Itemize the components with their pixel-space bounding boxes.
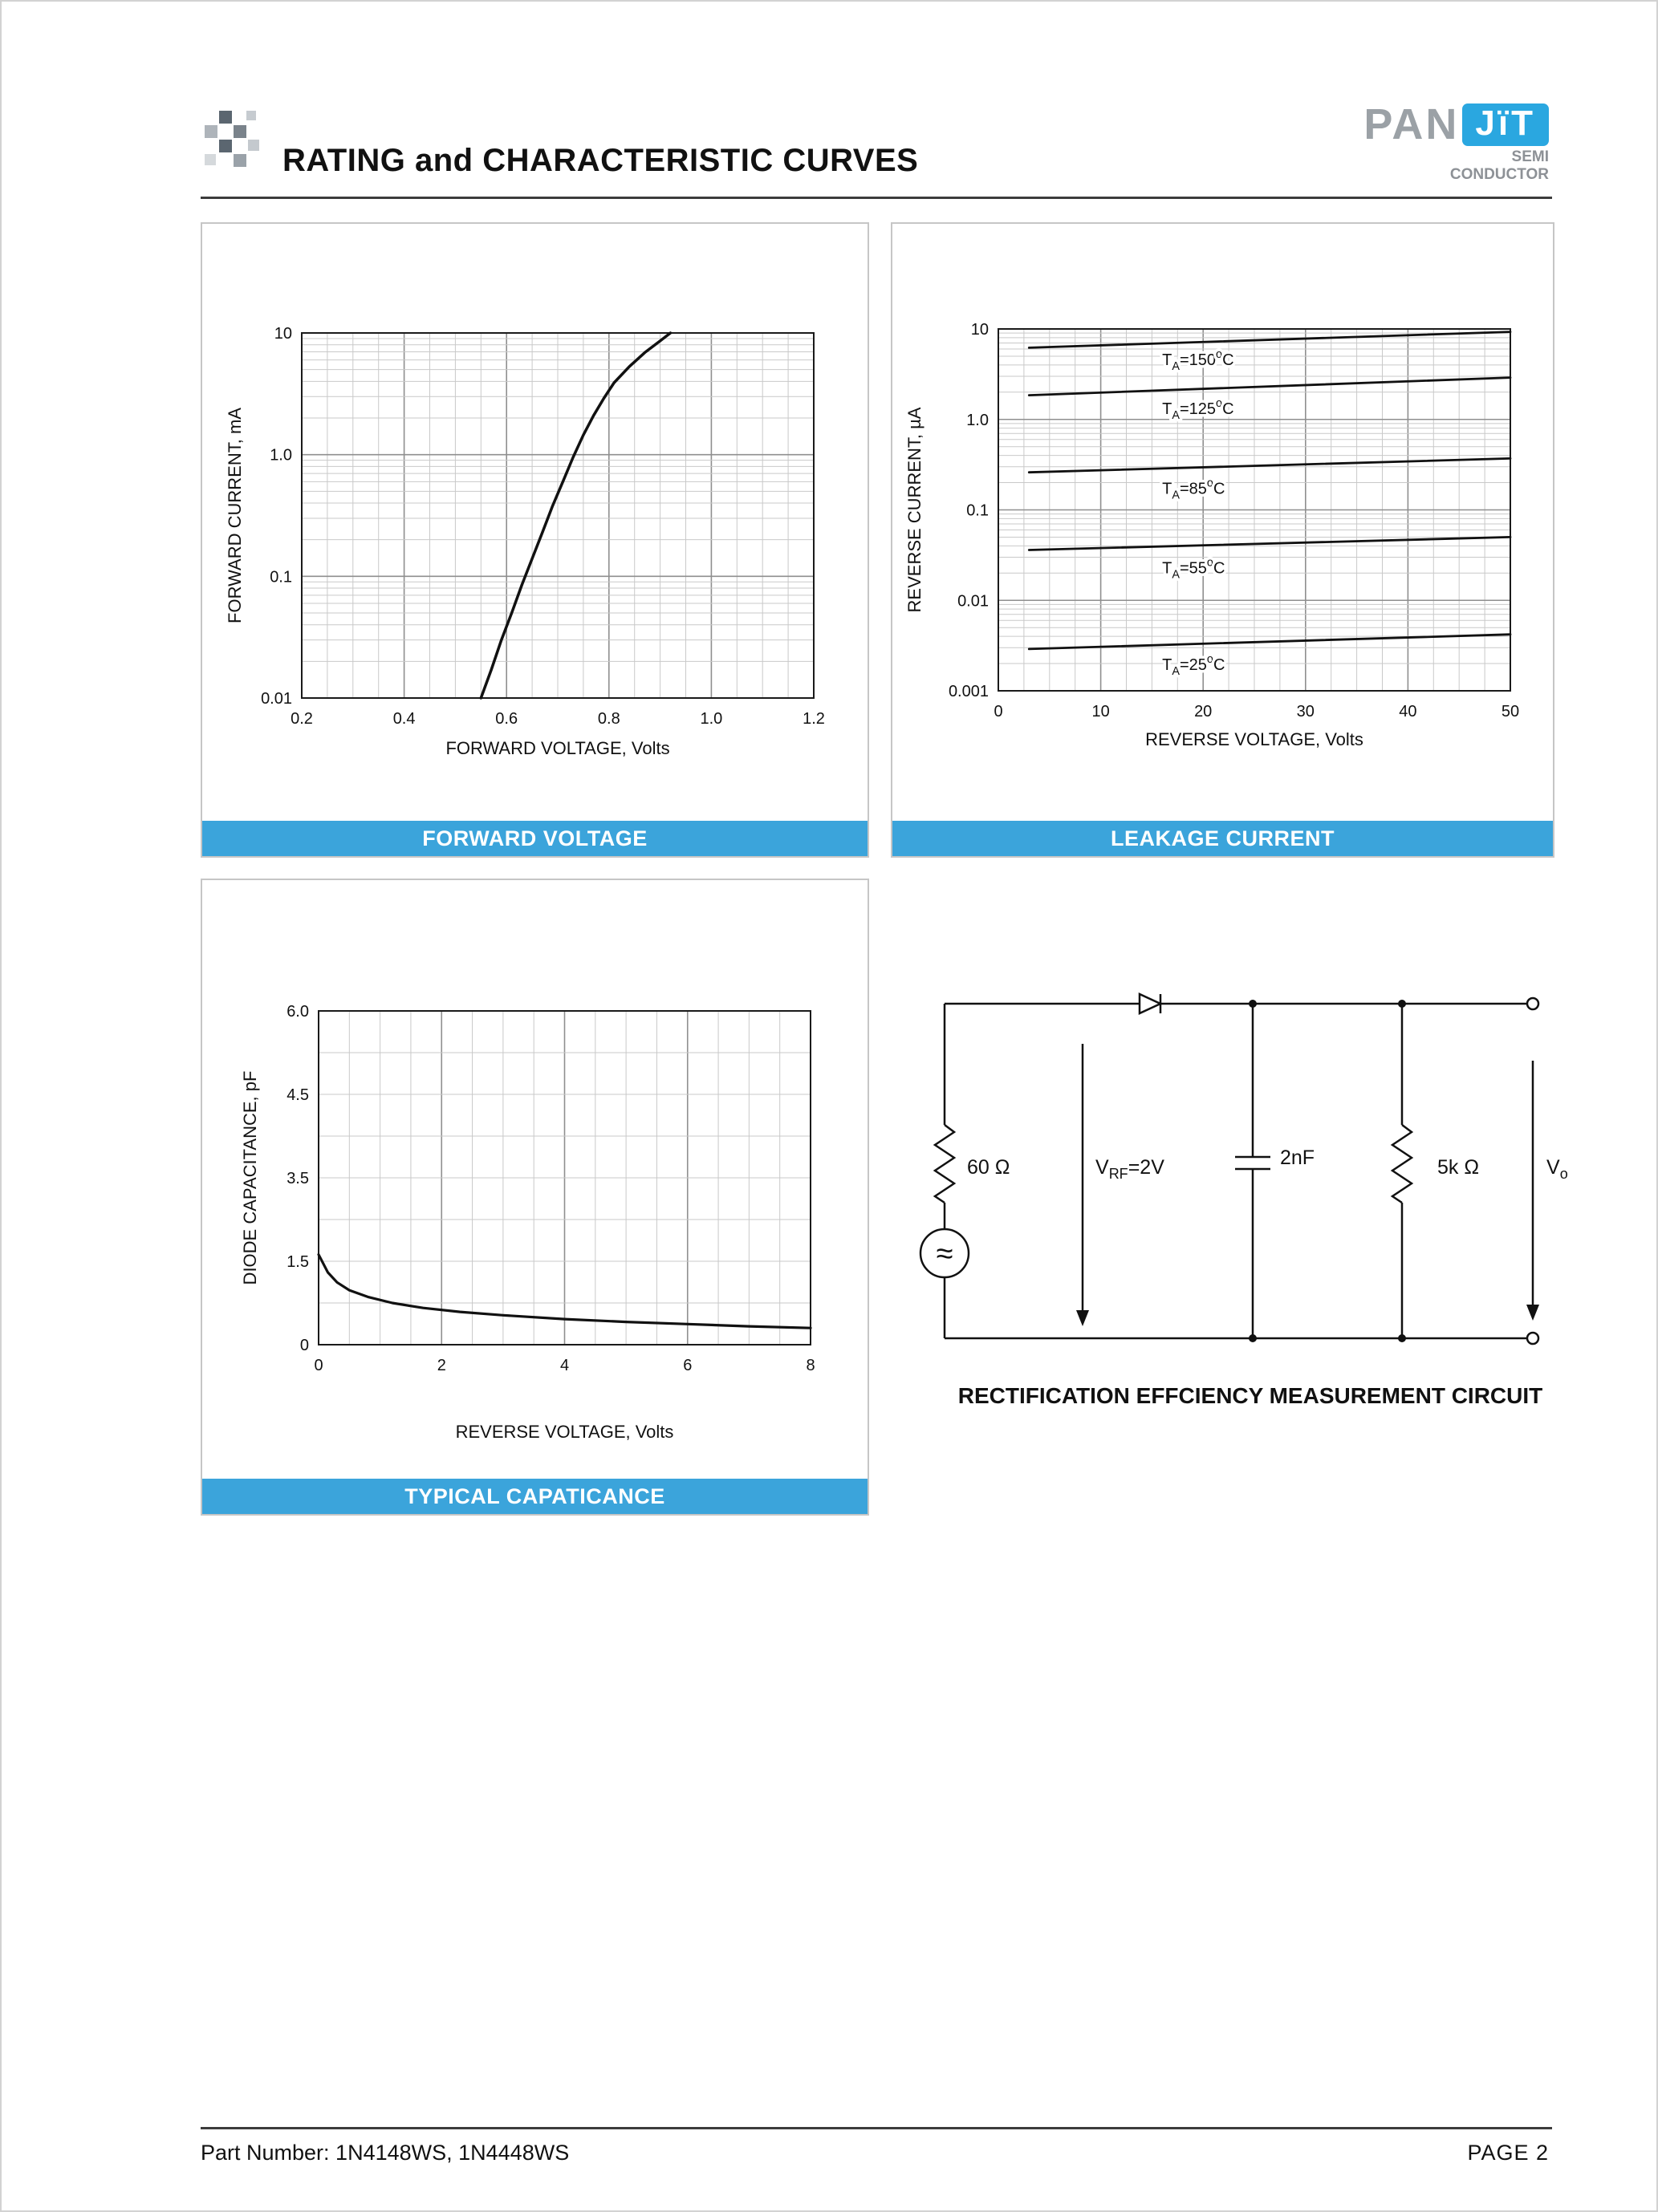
svg-text:REVERSE VOLTAGE, Volts: REVERSE VOLTAGE, Volts bbox=[1145, 729, 1363, 749]
svg-text:0.4: 0.4 bbox=[393, 710, 416, 728]
resistor-5k-symbol bbox=[1390, 1124, 1414, 1204]
vrf-label: VRF=2V bbox=[1095, 1156, 1164, 1182]
svg-text:0: 0 bbox=[994, 703, 1002, 720]
footer-rule bbox=[201, 2127, 1552, 2129]
output-terminal-bottom bbox=[1526, 1331, 1540, 1345]
vo-arrowhead bbox=[1526, 1305, 1539, 1321]
resistor-5k-label: 5k Ω bbox=[1437, 1156, 1479, 1179]
node-dot bbox=[1249, 1000, 1257, 1008]
output-terminal-top bbox=[1526, 996, 1540, 1011]
svg-text:40: 40 bbox=[1399, 703, 1416, 720]
svg-text:DIODE CAPACITANCE, pF: DIODE CAPACITANCE, pF bbox=[240, 1071, 260, 1285]
footer-part-number: Part Number: 1N4148WS, 1N4448WS bbox=[201, 2141, 570, 2165]
svg-text:REVERSE VOLTAGE, Volts: REVERSE VOLTAGE, Volts bbox=[456, 1422, 674, 1442]
svg-text:8: 8 bbox=[806, 1357, 815, 1374]
capacitance-chart: 0 2 4 6 8 6.0 4.5 3.5 1.5 0 REVERSE VOLTAGE, Volts… bbox=[240, 1003, 815, 1442]
svg-text:0: 0 bbox=[300, 1337, 309, 1354]
svg-text:50: 50 bbox=[1502, 703, 1519, 720]
svg-text:TA=85oC: TA=85oC bbox=[1162, 477, 1225, 502]
page-title: RATING and CHARACTERISTIC CURVES bbox=[282, 143, 919, 178]
leakage-current-banner: LEAKAGE CURRENT bbox=[892, 821, 1553, 856]
svg-text:0: 0 bbox=[314, 1357, 323, 1374]
svg-text:3.5: 3.5 bbox=[286, 1170, 309, 1187]
svg-text:20: 20 bbox=[1194, 703, 1212, 720]
svg-text:FORWARD VOLTAGE, Volts: FORWARD VOLTAGE, Volts bbox=[445, 738, 669, 758]
forward-voltage-banner: FORWARD VOLTAGE bbox=[202, 821, 868, 856]
rectification-circuit-diagram: ≈ 60 Ω VRF=2V 2nF 5k Ω Vo bbox=[919, 992, 1568, 1345]
resistor-60ohm-symbol bbox=[933, 1124, 957, 1204]
svg-text:REVERSE CURRENT, µA: REVERSE CURRENT, µA bbox=[904, 407, 924, 612]
diode-symbol bbox=[1138, 992, 1163, 1015]
svg-text:10: 10 bbox=[971, 321, 989, 339]
panjit-logo: PAN JïT SEMI CONDUCTOR bbox=[1363, 103, 1549, 184]
footer-page-number: PAGE 2 bbox=[1467, 2141, 1549, 2165]
forward-voltage-panel: 0.2 0.4 0.6 0.8 1.0 1.2 10 1.0 0.1 0.01 FORWARD VO… bbox=[201, 222, 869, 858]
svg-text:0.01: 0.01 bbox=[957, 592, 989, 610]
svg-text:30: 30 bbox=[1297, 703, 1315, 720]
circuit-wires bbox=[919, 992, 1540, 1345]
svg-text:0.01: 0.01 bbox=[261, 690, 292, 708]
svg-text:TA=150oC: TA=150oC bbox=[1162, 348, 1233, 373]
header-rule bbox=[201, 197, 1552, 199]
ac-source-glyph: ≈ bbox=[937, 1237, 953, 1271]
logo-sub-semi: SEMI bbox=[1511, 148, 1549, 165]
svg-text:6.0: 6.0 bbox=[286, 1003, 309, 1021]
svg-text:TA=55oC: TA=55oC bbox=[1162, 556, 1225, 581]
vrf-arrowhead bbox=[1076, 1310, 1089, 1326]
svg-text:4: 4 bbox=[560, 1357, 569, 1374]
svg-text:0.001: 0.001 bbox=[949, 683, 989, 700]
svg-text:1.2: 1.2 bbox=[803, 710, 825, 728]
checker-logo-icon bbox=[205, 111, 259, 167]
svg-text:4.5: 4.5 bbox=[286, 1086, 309, 1104]
circuit-title: RECTIFICATION EFFCIENCY MEASUREMENT CIRC… bbox=[957, 1383, 1543, 1408]
node-dot bbox=[1398, 1334, 1406, 1342]
resistor-60ohm-label: 60 Ω bbox=[967, 1156, 1010, 1179]
svg-text:TA=25oC: TA=25oC bbox=[1162, 653, 1225, 678]
svg-text:1.5: 1.5 bbox=[286, 1253, 309, 1271]
node-dot bbox=[1249, 1334, 1257, 1342]
node-dot bbox=[1398, 1000, 1406, 1008]
svg-text:2: 2 bbox=[437, 1357, 446, 1374]
capacitor-label: 2nF bbox=[1280, 1147, 1315, 1169]
svg-text:10: 10 bbox=[1091, 703, 1109, 720]
svg-text:0.1: 0.1 bbox=[966, 502, 989, 520]
logo-sub-conductor: CONDUCTOR bbox=[1449, 165, 1549, 183]
svg-text:0.6: 0.6 bbox=[495, 710, 518, 728]
logo-pan-text: PAN bbox=[1363, 100, 1460, 148]
svg-text:TA=125oC: TA=125oC bbox=[1162, 397, 1233, 422]
forward-voltage-chart: 0.2 0.4 0.6 0.8 1.0 1.2 10 1.0 0.1 0.01 FORWARD VO… bbox=[225, 325, 825, 758]
capacitance-banner: TYPICAL CAPATICANCE bbox=[202, 1479, 868, 1514]
svg-text:0.1: 0.1 bbox=[270, 568, 292, 586]
leakage-current-chart: 0 10 20 30 40 50 10 1.0 0.1 0.01 0.001 REVERSE VOLT… bbox=[904, 321, 1519, 749]
svg-text:0.2: 0.2 bbox=[291, 710, 313, 728]
vo-label: Vo bbox=[1546, 1156, 1568, 1182]
svg-text:6: 6 bbox=[683, 1357, 692, 1374]
leakage-current-panel: 0 10 20 30 40 50 10 1.0 0.1 0.01 0.001 REVERSE VOLT… bbox=[891, 222, 1554, 858]
svg-text:1.0: 1.0 bbox=[966, 412, 989, 429]
svg-text:FORWARD CURRENT, mA: FORWARD CURRENT, mA bbox=[225, 408, 245, 623]
svg-text:0.8: 0.8 bbox=[598, 710, 620, 728]
logo-jit-badge: JïT bbox=[1462, 103, 1549, 146]
svg-text:1.0: 1.0 bbox=[700, 710, 722, 728]
capacitance-panel: 0 2 4 6 8 6.0 4.5 3.5 1.5 0 REVERSE VOLTAGE, Volts… bbox=[201, 879, 869, 1516]
svg-text:1.0: 1.0 bbox=[270, 447, 292, 465]
svg-text:10: 10 bbox=[274, 325, 292, 343]
